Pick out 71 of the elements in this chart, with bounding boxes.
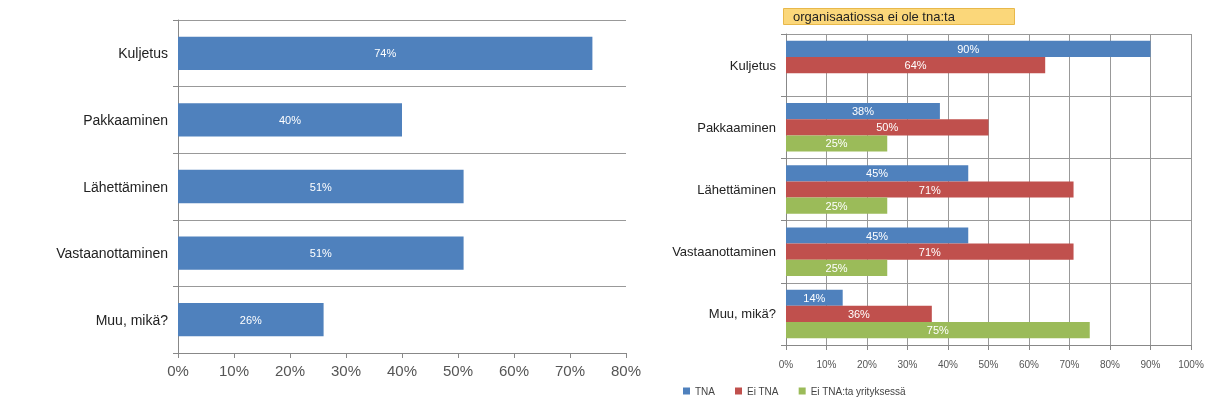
- x-tick-label: 80%: [1099, 358, 1121, 370]
- bar: [786, 103, 940, 120]
- data-label: 51%: [309, 180, 333, 193]
- x-tick-label: 0%: [778, 358, 794, 370]
- data-label: 36%: [847, 307, 871, 320]
- bar: [786, 197, 888, 214]
- y-tick-label: Pakkaaminen: [697, 119, 776, 135]
- x-tick-label: 70%: [554, 362, 586, 379]
- bar: [786, 181, 1074, 198]
- data-label: 45%: [866, 167, 889, 180]
- x-tick-label: 40%: [386, 362, 418, 379]
- legend-label: TNA: [695, 385, 716, 397]
- x-tick-label: 0%: [167, 362, 189, 379]
- bar: [786, 119, 989, 136]
- data-label: 75%: [926, 324, 950, 337]
- data-label: 74%: [374, 47, 397, 60]
- x-tick-label: 30%: [897, 358, 918, 370]
- data-label: 38%: [851, 105, 875, 118]
- chart-title: organisaatiossa ei ole tna:ta: [793, 9, 956, 24]
- y-tick-label: Kuljetus: [729, 57, 777, 73]
- y-tick-label: Muu, mikä?: [708, 306, 776, 322]
- y-tick-label: Muu, mikä?: [95, 311, 169, 328]
- data-label: 51%: [309, 247, 333, 260]
- y-tick-label: Lähettäminen: [83, 178, 168, 195]
- x-tick-label: 90%: [1140, 358, 1161, 370]
- data-label: 14%: [803, 291, 826, 304]
- bar: [178, 169, 464, 204]
- data-label: 71%: [918, 245, 941, 258]
- data-label: 25%: [825, 261, 848, 274]
- x-tick-label: 20%: [856, 358, 878, 370]
- bar: [786, 321, 1090, 339]
- bar: [178, 236, 464, 270]
- data-label: 25%: [825, 137, 848, 150]
- bar: [178, 103, 402, 137]
- y-tick-label: Vastaanottaminen: [672, 244, 776, 260]
- x-tick-label: 30%: [330, 362, 362, 379]
- y-tick-label: Vastaanottaminen: [56, 245, 168, 262]
- x-tick-label: 100%: [1178, 358, 1204, 370]
- bar: [786, 165, 969, 182]
- x-tick-label: 70%: [1059, 358, 1080, 370]
- data-label: 25%: [825, 199, 848, 212]
- bar: [786, 259, 888, 276]
- x-tick-label: 10%: [218, 362, 250, 379]
- bar: [786, 135, 888, 152]
- data-label: 26%: [239, 313, 263, 326]
- bar: [178, 36, 593, 70]
- bar: [786, 305, 932, 322]
- x-tick-label: 60%: [1018, 358, 1040, 370]
- bar: [786, 40, 1151, 58]
- x-tick-label: 60%: [498, 362, 530, 379]
- data-label: 50%: [876, 121, 899, 134]
- legend-label: Ei TNA: [747, 385, 779, 397]
- x-tick-label: 50%: [978, 358, 999, 370]
- x-tick-label: 50%: [442, 362, 474, 379]
- data-label: 71%: [918, 183, 941, 196]
- x-tick-label: 10%: [816, 358, 837, 370]
- data-label: 90%: [957, 42, 980, 55]
- bar: [786, 227, 969, 244]
- bar: [786, 57, 1046, 74]
- y-tick-label: Lähettäminen: [697, 182, 776, 197]
- data-label: 64%: [904, 59, 927, 72]
- data-label: 45%: [866, 229, 889, 242]
- legend-label: Ei TNA:ta yrityksessä: [810, 385, 906, 397]
- x-tick-label: 80%: [610, 362, 642, 379]
- x-tick-label: 20%: [274, 362, 306, 379]
- bar: [786, 243, 1074, 260]
- x-tick-label: 40%: [937, 358, 959, 370]
- y-tick-label: Kuljetus: [118, 45, 168, 62]
- data-label: 40%: [278, 113, 302, 126]
- y-tick-label: Pakkaaminen: [83, 111, 168, 128]
- bar: [178, 303, 324, 337]
